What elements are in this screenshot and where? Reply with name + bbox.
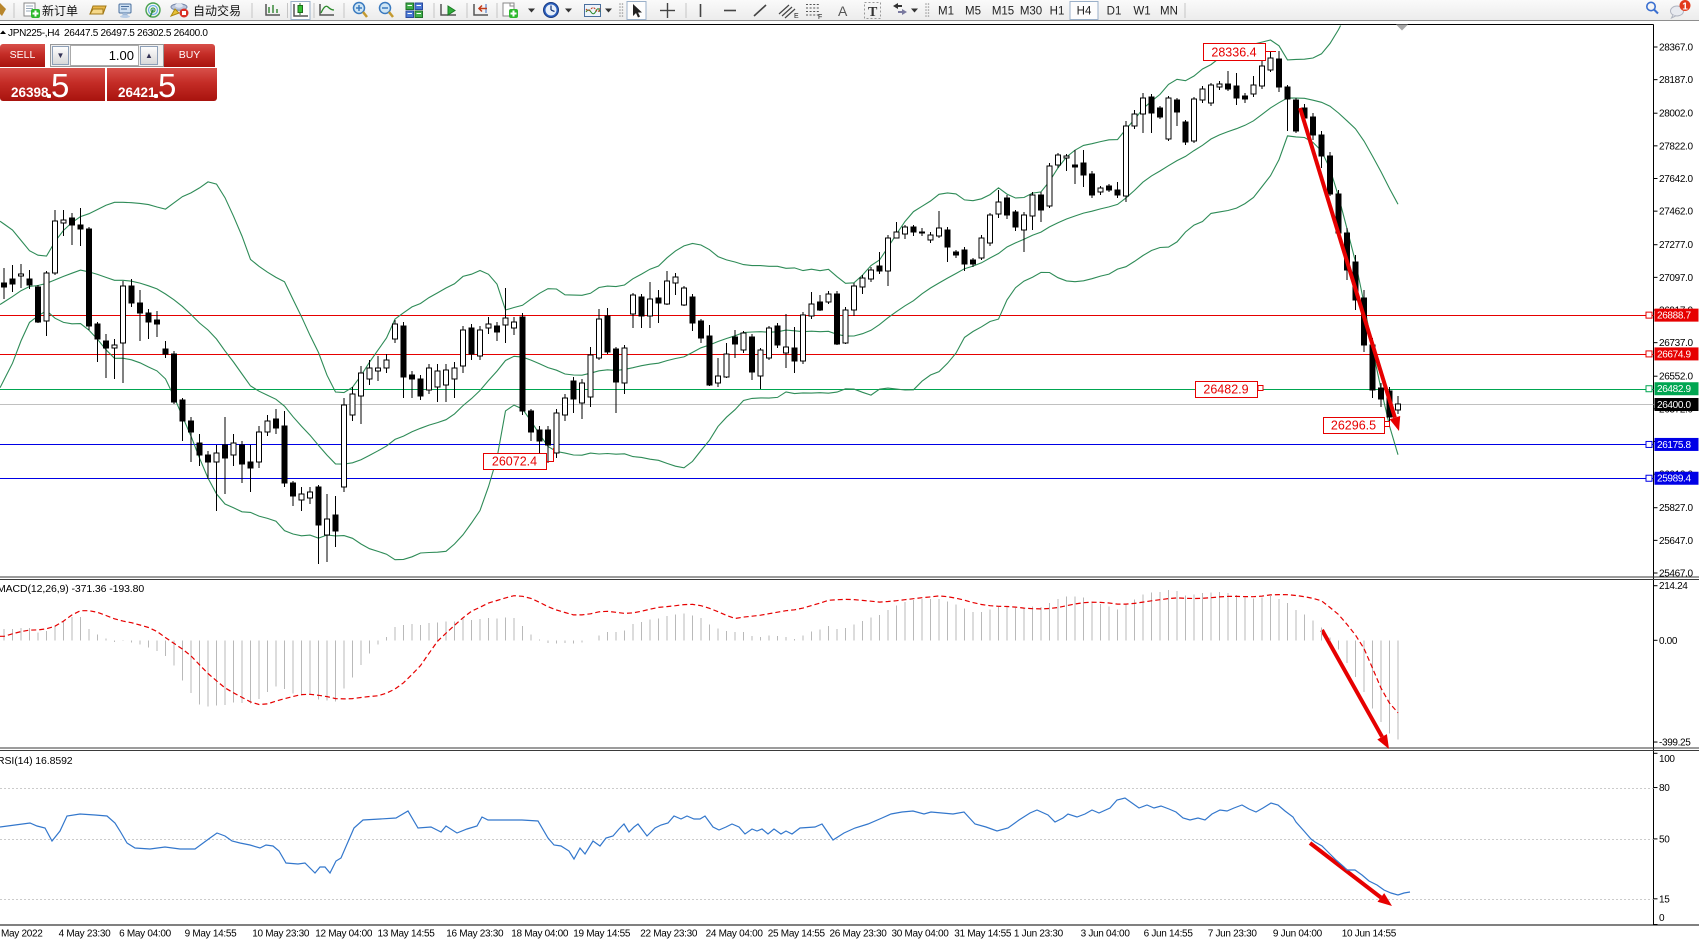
svg-text:3 Jun 04:00: 3 Jun 04:00 [1081, 929, 1131, 940]
svg-text:26482.9: 26482.9 [1657, 384, 1691, 395]
svg-text:31 May 14:55: 31 May 14:55 [954, 929, 1012, 940]
svg-text:-399.25: -399.25 [1659, 738, 1691, 749]
svg-text:80: 80 [1659, 783, 1670, 794]
svg-text:6 May 04:00: 6 May 04:00 [119, 929, 171, 940]
svg-text:10 May 23:30: 10 May 23:30 [252, 929, 310, 940]
svg-text:D1: D1 [1107, 6, 1122, 18]
svg-text:6 Jun 14:55: 6 Jun 14:55 [1144, 929, 1194, 940]
svg-text:24 May 04:00: 24 May 04:00 [706, 929, 764, 940]
svg-text:4 May 23:30: 4 May 23:30 [59, 929, 111, 940]
svg-text:M1: M1 [938, 6, 954, 18]
svg-text:25 May 14:55: 25 May 14:55 [768, 929, 826, 940]
svg-text:26674.9: 26674.9 [1657, 349, 1691, 360]
svg-text:26400.0: 26400.0 [1657, 400, 1691, 411]
svg-text:26296.5: 26296.5 [1331, 419, 1376, 433]
svg-text:13 May 14:55: 13 May 14:55 [378, 929, 436, 940]
svg-text:0.00: 0.00 [1659, 636, 1678, 647]
svg-text:26482.9: 26482.9 [1203, 383, 1248, 397]
svg-text:16 May 23:30: 16 May 23:30 [446, 929, 504, 940]
svg-text:7 Jun 23:30: 7 Jun 23:30 [1208, 929, 1258, 940]
svg-text:18 May 04:00: 18 May 04:00 [511, 929, 569, 940]
svg-text:25989.4: 25989.4 [1657, 474, 1691, 485]
svg-text:26175.8: 26175.8 [1657, 440, 1691, 451]
svg-text:28187.0: 28187.0 [1659, 75, 1693, 86]
svg-text:100: 100 [1659, 754, 1675, 765]
svg-text:9 May 14:55: 9 May 14:55 [185, 929, 237, 940]
svg-text:M15: M15 [992, 6, 1014, 18]
svg-text:A: A [838, 3, 848, 19]
svg-text:25827.0: 25827.0 [1659, 503, 1693, 514]
svg-text:MACD(12,26,9) -371.36 -193.80: MACD(12,26,9) -371.36 -193.80 [0, 583, 144, 595]
svg-text:26072.4: 26072.4 [492, 455, 537, 469]
svg-text:H1: H1 [1050, 6, 1065, 18]
svg-text:25467.0: 25467.0 [1659, 569, 1693, 580]
svg-text:MN: MN [1160, 6, 1178, 18]
svg-text:JPN225-,H4: JPN225-,H4 [8, 28, 60, 39]
svg-text:M5: M5 [965, 6, 981, 18]
svg-text:25647.0: 25647.0 [1659, 536, 1693, 547]
svg-text:26888.7: 26888.7 [1657, 311, 1691, 322]
svg-text:26552.0: 26552.0 [1659, 372, 1693, 383]
svg-text:E: E [794, 13, 799, 20]
svg-text:27642.0: 27642.0 [1659, 174, 1693, 185]
svg-text:F: F [818, 14, 822, 21]
svg-text:26737.0: 26737.0 [1659, 338, 1693, 349]
svg-text:19 May 14:55: 19 May 14:55 [573, 929, 631, 940]
svg-text:27462.0: 27462.0 [1659, 207, 1693, 218]
svg-text:RSI(14) 16.8592: RSI(14) 16.8592 [0, 755, 73, 767]
svg-text:28002.0: 28002.0 [1659, 109, 1693, 120]
svg-text:T: T [868, 5, 878, 20]
svg-text:12 May 04:00: 12 May 04:00 [315, 929, 373, 940]
svg-text:9 Jun 04:00: 9 Jun 04:00 [1273, 929, 1323, 940]
svg-text:0: 0 [1659, 913, 1665, 924]
svg-text:27822.0: 27822.0 [1659, 141, 1693, 152]
svg-text:26447.5 26497.5 26302.5 26400.: 26447.5 26497.5 26302.5 26400.0 [64, 28, 208, 39]
svg-text:1 Jun 23:30: 1 Jun 23:30 [1014, 929, 1064, 940]
svg-text:10 Jun 14:55: 10 Jun 14:55 [1342, 929, 1397, 940]
svg-text:28367.0: 28367.0 [1659, 43, 1693, 54]
svg-text:15: 15 [1659, 894, 1670, 905]
svg-text:自动交易: 自动交易 [193, 3, 241, 18]
svg-text:W1: W1 [1133, 6, 1150, 18]
svg-text:214.24: 214.24 [1659, 581, 1688, 592]
svg-text:50: 50 [1659, 834, 1670, 845]
svg-text:22 May 23:30: 22 May 23:30 [640, 929, 698, 940]
svg-text:May 2022: May 2022 [1, 929, 43, 940]
svg-text:28336.4: 28336.4 [1211, 46, 1256, 60]
svg-text:26 May 23:30: 26 May 23:30 [830, 929, 888, 940]
svg-text:30 May 04:00: 30 May 04:00 [892, 929, 950, 940]
svg-text:27097.0: 27097.0 [1659, 273, 1693, 284]
svg-text:M30: M30 [1020, 6, 1042, 18]
svg-text:1: 1 [1682, 2, 1688, 13]
svg-text:H4: H4 [1077, 6, 1092, 18]
svg-text:27277.0: 27277.0 [1659, 240, 1693, 251]
svg-text:新订单: 新订单 [42, 3, 78, 18]
